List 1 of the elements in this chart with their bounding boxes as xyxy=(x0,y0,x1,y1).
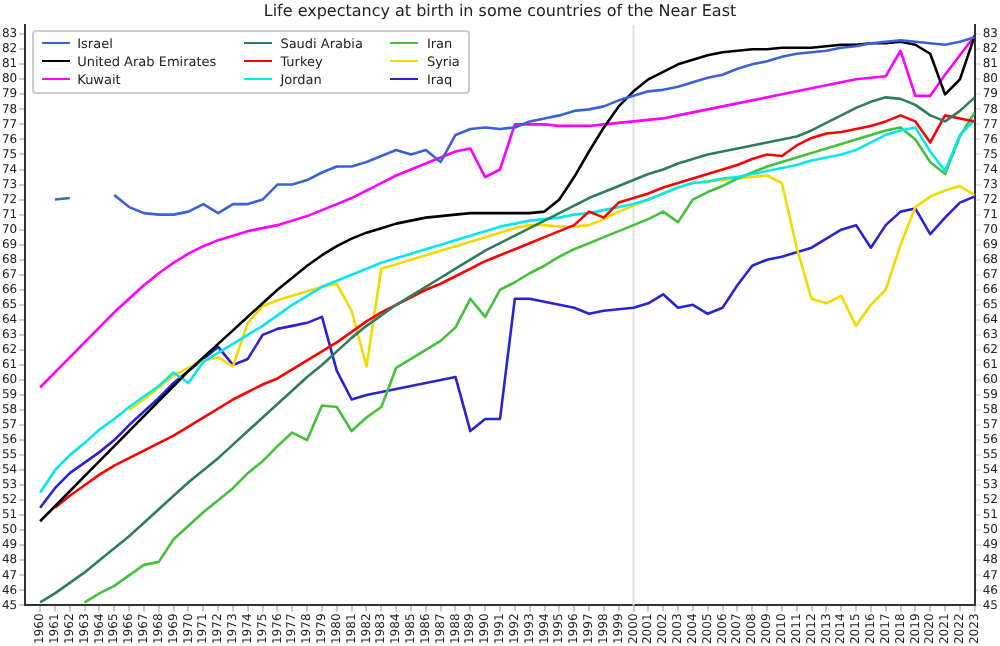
chart-title: Life expectancy at birth in some countries of the Near East xyxy=(263,1,737,20)
